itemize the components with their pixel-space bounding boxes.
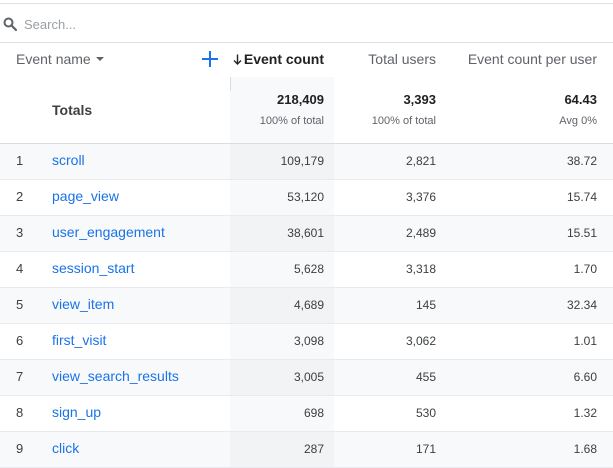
total-users-cell: 2,489	[405, 226, 436, 240]
sorted-cell-shade	[230, 396, 334, 431]
event-name-link[interactable]: click	[52, 440, 80, 456]
row-index: 7	[16, 369, 24, 384]
search-bar	[0, 3, 613, 43]
event-count-per-user-column-header[interactable]: Event count per user	[467, 51, 597, 67]
per-user-cell: 1.01	[573, 334, 597, 348]
totals-event-count-sub: 100% of total	[259, 115, 324, 127]
event-count-cell: 4,689	[293, 298, 324, 312]
table-row: 5 view_item 4,689 145 32.34	[0, 288, 613, 324]
sorted-cell-shade	[230, 252, 334, 287]
row-index: 3	[16, 225, 24, 240]
sorted-cell-shade	[230, 144, 334, 179]
per-user-cell: 1.68	[573, 442, 597, 456]
event-count-cell: 38,601	[287, 226, 324, 240]
table-header: Event name Event count Total users Event…	[0, 43, 613, 75]
totals-per-user-sub: Avg 0%	[559, 115, 597, 127]
row-index: 1	[16, 153, 24, 168]
per-user-cell: 6.60	[573, 370, 597, 384]
totals-total-users-sub: 100% of total	[371, 115, 436, 127]
event-count-cell: 5,628	[293, 262, 324, 276]
total-users-cell: 3,376	[405, 190, 436, 204]
sorted-column-shade	[230, 77, 334, 144]
search-input[interactable]	[24, 13, 604, 35]
table-row: 6 first_visit 3,098 3,062 1.01	[0, 324, 613, 360]
table-row: 3 user_engagement 38,601 2,489 15.51	[0, 216, 613, 252]
table-row: 1 scroll 109,179 2,821 38.72	[0, 144, 613, 180]
event-name-link[interactable]: sign_up	[52, 404, 102, 420]
row-index: 8	[16, 405, 24, 420]
total-users-cell: 145	[415, 298, 436, 312]
total-users-column-header[interactable]: Total users	[368, 51, 436, 67]
search-icon	[3, 17, 17, 31]
event-name-column-header[interactable]: Event name	[16, 51, 104, 67]
event-count-cell: 3,098	[293, 334, 324, 348]
event-name-link[interactable]: user_engagement	[52, 224, 165, 240]
per-user-cell: 15.74	[566, 190, 597, 204]
total-users-cell: 171	[415, 442, 436, 456]
total-users-cell: 530	[415, 406, 436, 420]
event-count-cell: 287	[303, 442, 324, 456]
row-index: 9	[16, 441, 24, 456]
totals-event-count: 218,409	[277, 92, 324, 107]
per-user-cell: 15.51	[566, 226, 597, 240]
event-name-header-label: Event name	[16, 51, 91, 67]
sorted-cell-shade	[230, 324, 334, 359]
event-name-link[interactable]: scroll	[52, 152, 85, 168]
table-row: 9 click 287 171 1.68	[0, 432, 613, 468]
per-user-cell: 32.34	[566, 298, 597, 312]
add-dimension-button[interactable]	[200, 49, 220, 69]
table-row: 7 view_search_results 3,005 455 6.60	[0, 360, 613, 396]
table-row: 2 page_view 53,120 3,376 15.74	[0, 180, 613, 216]
sorted-cell-shade	[230, 360, 334, 395]
per-user-cell: 38.72	[566, 154, 597, 168]
per-user-cell: 1.70	[573, 262, 597, 276]
event-count-header-label: Event count	[243, 51, 324, 67]
total-users-cell: 3,318	[405, 262, 436, 276]
event-count-cell: 698	[303, 406, 324, 420]
sorted-cell-shade	[230, 432, 334, 467]
table-row: 8 sign_up 698 530 1.32	[0, 396, 613, 432]
row-index: 4	[16, 261, 24, 276]
event-name-link[interactable]: session_start	[52, 260, 135, 276]
event-count-cell: 109,179	[280, 154, 324, 168]
event-count-cell: 53,120	[287, 190, 324, 204]
event-name-link[interactable]: view_search_results	[52, 368, 179, 384]
table-body: 1 scroll 109,179 2,821 38.72 2 page_view…	[0, 144, 613, 468]
event-count-column-header[interactable]: Event count	[233, 51, 324, 67]
totals-label: Totals	[52, 102, 93, 118]
total-users-cell: 455	[415, 370, 436, 384]
total-users-cell: 3,062	[405, 334, 436, 348]
total-users-cell: 2,821	[405, 154, 436, 168]
row-index: 2	[16, 189, 24, 204]
event-name-link[interactable]: first_visit	[52, 332, 107, 348]
caret-down-icon	[95, 57, 104, 61]
sorted-cell-shade	[230, 216, 334, 251]
sort-down-arrow-icon	[233, 54, 242, 65]
sorted-cell-shade	[230, 288, 334, 323]
totals-row: Totals 218,409 100% of total 3,393 100% …	[0, 77, 613, 144]
per-user-cell: 1.32	[573, 406, 597, 420]
totals-total-users: 3,393	[403, 92, 436, 107]
sorted-cell-shade	[230, 180, 334, 215]
row-index: 6	[16, 333, 24, 348]
table-row: 4 session_start 5,628 3,318 1.70	[0, 252, 613, 288]
totals-per-user: 64.43	[564, 92, 597, 107]
column-divider	[230, 77, 231, 91]
event-count-cell: 3,005	[293, 370, 324, 384]
event-name-link[interactable]: view_item	[52, 296, 115, 312]
row-index: 5	[16, 297, 24, 312]
event-name-link[interactable]: page_view	[52, 188, 119, 204]
